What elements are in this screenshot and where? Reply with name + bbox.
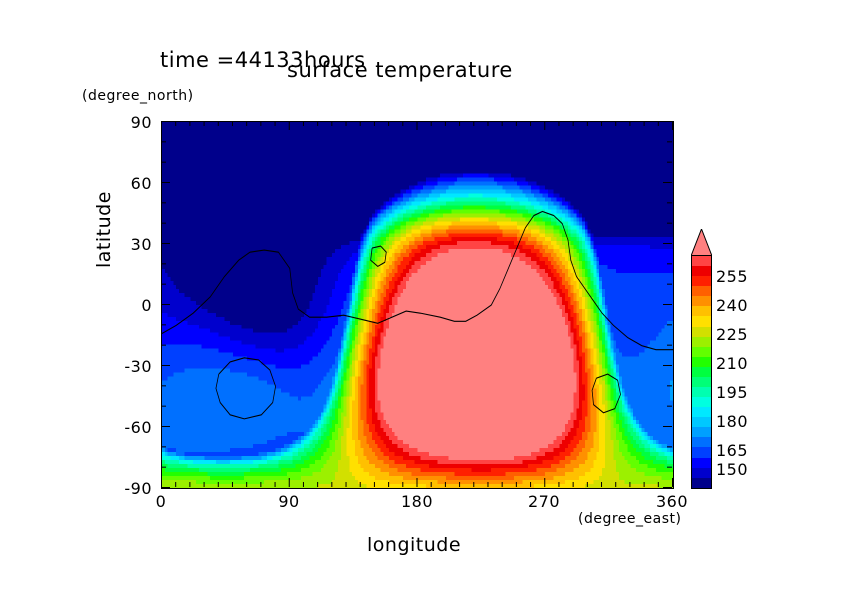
y-axis-units-label: (degree_north) <box>82 88 194 104</box>
contour-fill-bands <box>162 122 673 488</box>
x-tick-label-1: 90 <box>278 492 300 511</box>
colorbar-label-165: 165 <box>716 441 749 460</box>
y-tick-label-5: -60 <box>124 418 152 437</box>
contour-plot-area[interactable] <box>161 121 674 489</box>
y-tick-label-6: -90 <box>124 479 152 498</box>
coastline-path <box>591 373 621 414</box>
y-axis-title: latitude <box>93 191 115 268</box>
colorbar-band <box>692 356 711 367</box>
colorbar-band <box>692 316 711 327</box>
colorbar-band <box>692 437 711 448</box>
colorbar-band <box>692 296 711 307</box>
colorbar-label-255: 255 <box>716 267 749 286</box>
coastline-path <box>370 245 387 267</box>
x-tick-label-4: 360 <box>655 492 689 511</box>
x-axis-units-label: (degree_east) <box>578 511 682 527</box>
colorbar-band <box>692 387 711 398</box>
time-title: time =44133hours <box>160 48 366 72</box>
colorbar-band <box>692 286 711 297</box>
colorbar-label-150: 150 <box>716 460 749 479</box>
x-tick-label-3: 270 <box>527 492 561 511</box>
x-axis-title: longitude <box>367 534 462 556</box>
colorbar-overflow-arrow <box>691 229 712 256</box>
colorbar-label-225: 225 <box>716 325 749 344</box>
y-tick-label-4: -30 <box>124 357 152 376</box>
colorbar-band <box>692 397 711 408</box>
colorbar-band <box>692 376 711 388</box>
colorbar-band <box>692 467 711 478</box>
colorbar-band <box>692 306 711 317</box>
colorbar-label-210: 210 <box>716 354 749 373</box>
colorbar-band <box>692 447 711 458</box>
x-tick-label-2: 180 <box>400 492 434 511</box>
colorbar-band <box>692 417 711 428</box>
coastline-path <box>215 357 276 420</box>
y-tick-label-1: 60 <box>130 174 152 193</box>
plot-title: surface temperature <box>287 58 513 82</box>
colorbar-label-240: 240 <box>716 296 749 315</box>
y-tick-label-2: 30 <box>130 235 152 254</box>
colorbar-band <box>692 256 711 267</box>
y-tick-label-0: 90 <box>130 113 152 132</box>
colorbar-band <box>692 336 711 347</box>
colorbar-band <box>692 427 711 438</box>
colorbar-band <box>692 346 711 357</box>
x-tick-label-0: 0 <box>155 492 167 511</box>
colorbar-band <box>692 366 711 377</box>
coastline-overlay <box>162 210 673 420</box>
colorbar-band <box>692 457 711 468</box>
colorbar-band <box>692 266 711 277</box>
colorbar-band <box>692 276 711 287</box>
colorbar-label-180: 180 <box>716 412 749 431</box>
colorbar-band <box>692 477 711 488</box>
y-tick-label-3: 0 <box>141 296 152 315</box>
coastline-path <box>162 210 673 351</box>
colorbar-band <box>692 326 711 337</box>
colorbar[interactable] <box>691 255 712 489</box>
colorbar-band <box>692 407 711 418</box>
colorbar-label-195: 195 <box>716 383 749 402</box>
